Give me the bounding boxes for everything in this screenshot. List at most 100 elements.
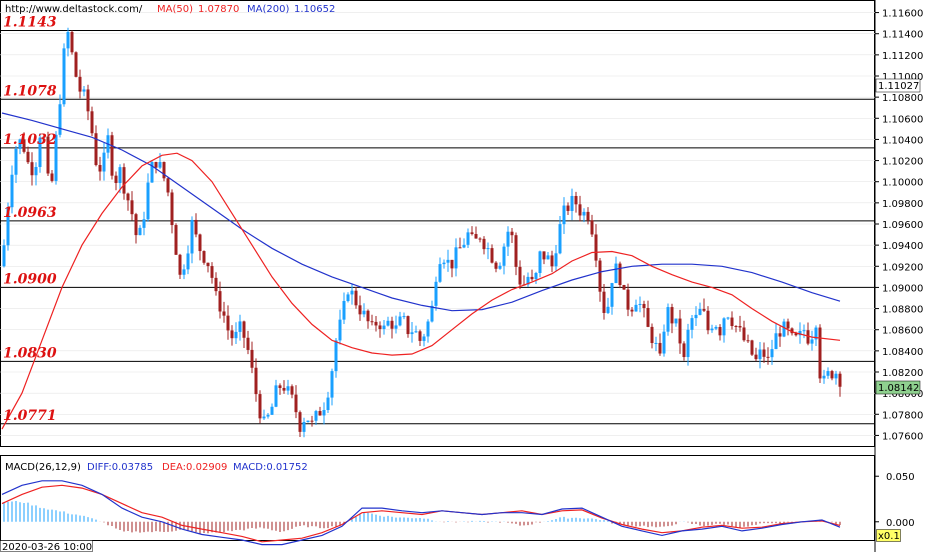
candle-body	[562, 205, 566, 225]
candle-body	[506, 231, 510, 247]
candle-body	[370, 321, 374, 323]
candle-body	[262, 416, 266, 419]
candle-body	[306, 420, 310, 423]
level-labels: 1.1143 1.1078 1.1032 1.0963 1.0900 1.0830 1.07…	[3, 15, 57, 424]
candle-body	[434, 281, 438, 306]
candle-body	[326, 397, 330, 411]
y-axis-ticks: 1.11600 1.11400 1.11200 1.11000 1.10800 1.106…	[875, 9, 923, 442]
candle-body	[290, 386, 294, 395]
candle-body	[690, 318, 694, 330]
candle-body	[498, 265, 502, 269]
candle-body	[38, 137, 42, 167]
candle-body	[670, 307, 674, 324]
candle-body	[46, 136, 50, 174]
candle-body	[230, 330, 234, 339]
y-tick-label: 1.09800	[882, 199, 923, 210]
candle-body	[662, 331, 666, 354]
candle-body	[646, 308, 650, 327]
candle-body	[242, 321, 246, 338]
candle-body	[22, 139, 26, 152]
level-label: 1.1143	[3, 15, 57, 31]
macd-dea-value: DEA:0.02909	[162, 462, 227, 473]
candle-body	[398, 316, 402, 326]
macd-diff-value: DIFF:0.03785	[87, 462, 153, 473]
candle-body	[170, 192, 174, 226]
candle-body	[194, 219, 198, 235]
candle-body	[410, 332, 414, 335]
candle-body	[742, 327, 746, 341]
candle-body	[234, 331, 238, 339]
y-tick-label: 1.07800	[882, 410, 923, 421]
candle-body	[778, 333, 782, 337]
candle-body	[406, 316, 410, 335]
ma200-line	[1, 112, 841, 312]
candle-body	[810, 339, 814, 344]
candle-body	[18, 139, 22, 149]
candle-body	[838, 373, 842, 387]
candle-body	[158, 162, 162, 168]
macd-tick-label: 0.000	[886, 518, 915, 529]
candle-body	[270, 406, 274, 415]
y-tick-label: 1.10800	[882, 93, 923, 104]
candle-body	[450, 259, 454, 269]
candle-body	[278, 385, 282, 388]
candle-body	[830, 371, 834, 379]
candle-body	[782, 321, 786, 337]
candle-body	[274, 385, 278, 407]
level-label: 1.0900	[3, 271, 57, 287]
candle-body	[114, 175, 118, 184]
candle-body	[750, 340, 754, 355]
cursor-date: 2020-03-26 10:00	[2, 542, 92, 552]
candle-body	[154, 162, 158, 168]
candle-body	[34, 166, 38, 176]
y-tick-label: 1.08000	[882, 389, 923, 400]
candle-body	[86, 89, 90, 112]
candle-body	[314, 411, 318, 421]
candle-body	[438, 264, 442, 282]
candle-body	[462, 244, 466, 248]
candle-body	[594, 234, 598, 261]
candle-body	[206, 262, 210, 267]
candle-body	[770, 349, 774, 358]
candle-body	[334, 340, 338, 372]
candle-body	[322, 410, 326, 416]
candle-body	[282, 387, 286, 391]
candle-body	[762, 349, 766, 357]
scale-box[interactable]	[876, 529, 901, 542]
candle-body	[78, 76, 82, 92]
candle-body	[146, 182, 150, 220]
candle-body	[6, 207, 10, 246]
candle-body	[774, 333, 778, 350]
candle-body	[362, 310, 366, 315]
y-tick-label: 1.10600	[882, 114, 923, 125]
candle-body	[746, 340, 750, 342]
candle-body	[426, 321, 430, 337]
level-label: 1.1032	[3, 132, 57, 148]
y-tick-label: 1.10000	[882, 178, 923, 189]
candle-body	[246, 337, 250, 350]
candle-body	[266, 414, 270, 417]
y-tick-label: 1.09000	[882, 283, 923, 294]
candle-body	[70, 31, 74, 53]
candle-body	[542, 251, 546, 260]
candle-body	[54, 134, 58, 181]
main-plot-frame	[0, 0, 875, 447]
candle-body	[606, 306, 610, 313]
candle-body	[730, 317, 734, 326]
candle-body	[186, 253, 190, 270]
ma50-value: 1.07870	[198, 4, 239, 15]
candle-body	[302, 422, 306, 432]
candle-body	[366, 310, 370, 322]
candle-body	[430, 305, 434, 322]
candle-body	[446, 259, 450, 263]
candlesticks	[2, 27, 842, 438]
support-resistance-levels	[0, 30, 875, 425]
candle-body	[286, 386, 290, 391]
candle-body	[210, 266, 214, 278]
candle-body	[702, 308, 706, 311]
candle-body	[634, 304, 638, 312]
candle-body	[50, 173, 54, 181]
candle-body	[390, 320, 394, 329]
dea-line	[1, 484, 841, 543]
